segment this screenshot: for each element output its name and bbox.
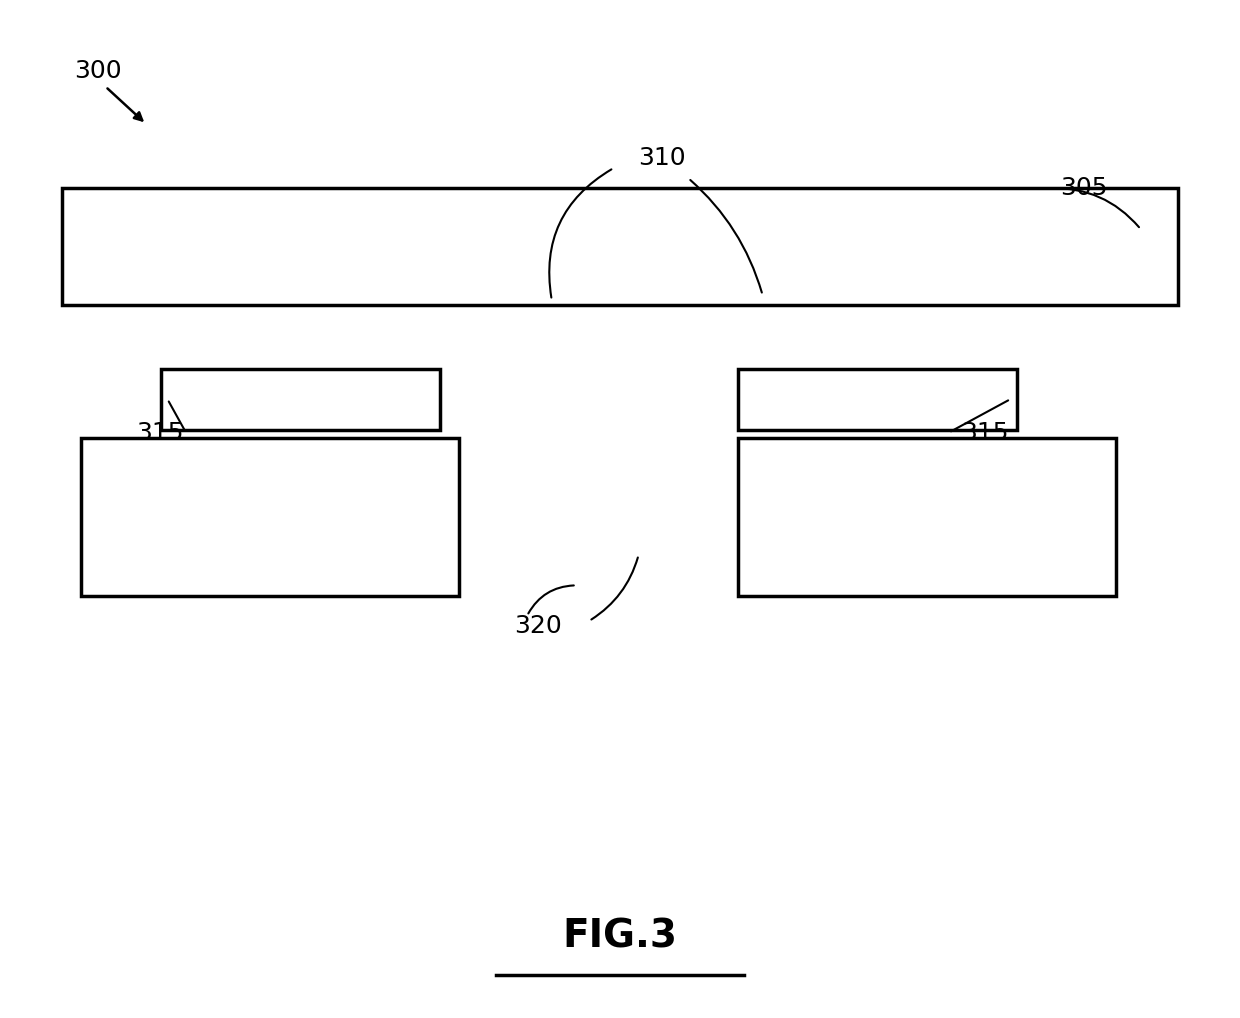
Text: 320: 320 [515,614,563,638]
Bar [62,188,1178,305]
Bar [81,438,459,596]
Text: 315: 315 [136,420,184,445]
Bar [161,369,440,430]
Bar [738,369,1017,430]
Text: 315: 315 [961,420,1008,445]
Text: FIG.3: FIG.3 [563,917,677,956]
Bar [738,438,1116,596]
Text: 305: 305 [1060,176,1107,201]
Text: 300: 300 [74,59,122,83]
Text: 310: 310 [639,146,686,170]
